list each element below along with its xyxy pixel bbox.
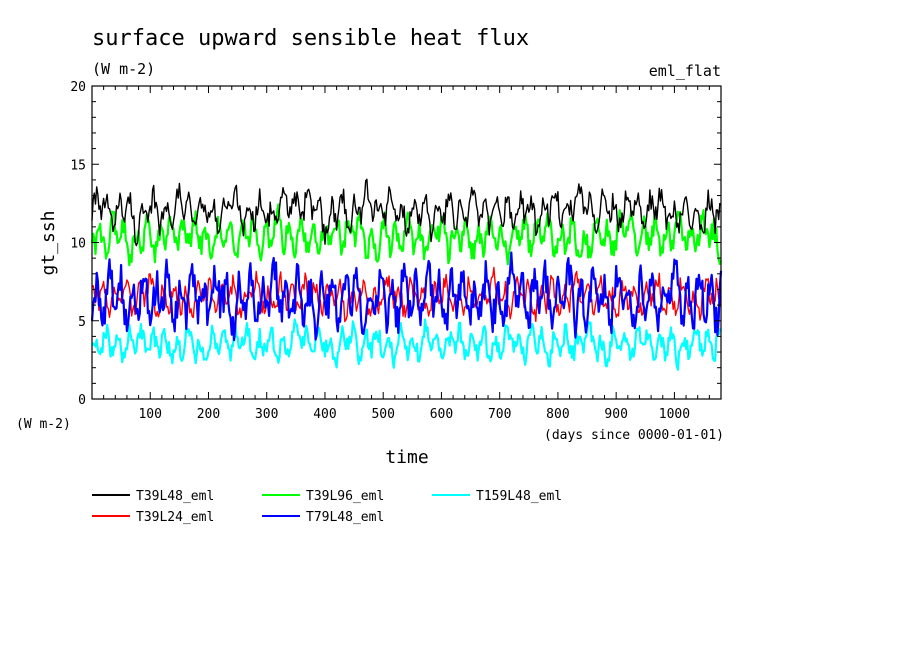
x-tick-label: 100 bbox=[138, 407, 161, 422]
legend-label: T79L48_eml bbox=[306, 510, 384, 525]
y-tick-label: 0 bbox=[78, 393, 86, 408]
axis-ticks: 100 200 300 400 500 600 700 800 900 1000 0 5 10 15 20 bbox=[70, 80, 722, 422]
x-tick-label: 300 bbox=[255, 407, 278, 422]
chart-title: surface upward sensible heat flux bbox=[92, 26, 529, 51]
x-tick-label: 700 bbox=[488, 407, 511, 422]
legend-label: T39L96_eml bbox=[306, 489, 384, 504]
x-tick-label: 200 bbox=[197, 407, 220, 422]
series-line-t159l48-eml bbox=[91, 318, 722, 371]
x-tick-label: 800 bbox=[546, 407, 569, 422]
y-axis-units: (W m-2) bbox=[16, 417, 71, 432]
legend-label: T159L48_eml bbox=[476, 489, 562, 504]
legend-label: T39L24_eml bbox=[136, 510, 214, 525]
x-tick-label: 500 bbox=[371, 407, 394, 422]
chart-subtitle: (W m-2) bbox=[92, 60, 155, 78]
y-tick-label: 5 bbox=[78, 315, 86, 330]
legend: T39L48_eml T39L24_eml T39L96_eml T79L48_eml… bbox=[92, 489, 562, 525]
x-tick-label: 600 bbox=[430, 407, 453, 422]
chart-corner-label: eml_flat bbox=[649, 62, 721, 80]
y-tick-label: 20 bbox=[70, 80, 86, 95]
series-line-t39l48-eml bbox=[91, 178, 722, 247]
series-line-t79l48-eml bbox=[90, 251, 723, 342]
x-axis-units: (days since 0000-01-01) bbox=[544, 428, 724, 443]
y-axis-label: gt_ssh bbox=[38, 210, 59, 275]
plot-series bbox=[90, 178, 723, 371]
y-tick-label: 10 bbox=[70, 237, 86, 252]
series-line-t39l96-eml bbox=[90, 203, 723, 267]
series-line-t39l24-eml bbox=[91, 266, 722, 323]
x-tick-label: 1000 bbox=[659, 407, 690, 422]
y-tick-label: 15 bbox=[70, 158, 86, 173]
x-tick-label: 900 bbox=[604, 407, 627, 422]
x-axis-label: time bbox=[385, 447, 428, 468]
legend-label: T39L48_eml bbox=[136, 489, 214, 504]
x-tick-label: 400 bbox=[313, 407, 336, 422]
